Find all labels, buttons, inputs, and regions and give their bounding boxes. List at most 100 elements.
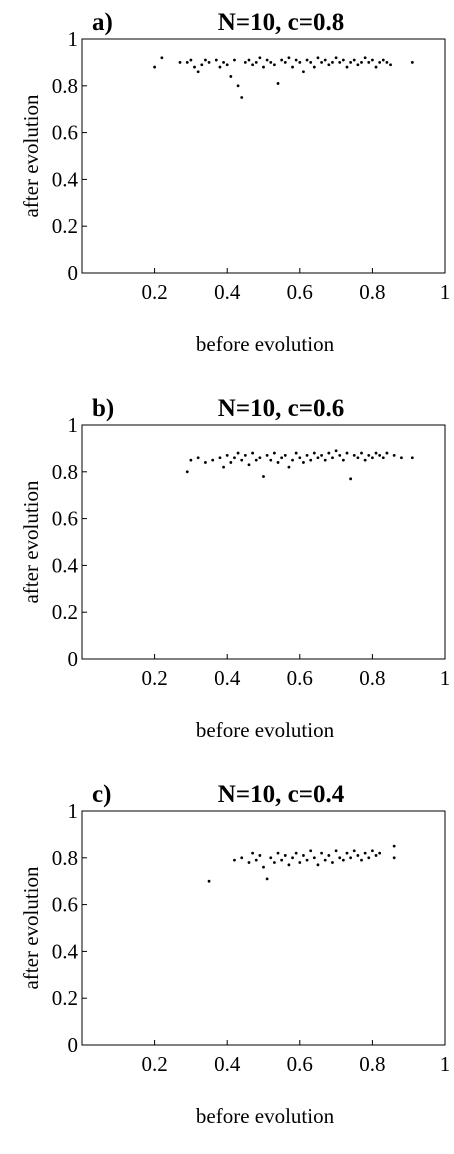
data-point xyxy=(305,58,309,62)
data-point xyxy=(283,854,287,857)
data-point xyxy=(287,863,291,867)
data-point xyxy=(272,451,276,455)
plot-frame xyxy=(81,38,446,274)
data-point xyxy=(294,58,298,62)
data-point xyxy=(254,61,258,64)
data-point xyxy=(345,451,349,455)
data-point xyxy=(233,858,236,862)
data-point xyxy=(262,65,265,69)
data-point xyxy=(392,844,396,848)
data-point xyxy=(385,61,389,64)
data-point xyxy=(334,449,338,453)
data-point xyxy=(269,458,273,462)
data-point xyxy=(222,61,225,64)
data-point xyxy=(349,61,353,64)
data-point xyxy=(320,851,323,855)
y-tick-label: 1 xyxy=(68,413,79,437)
chart-title: N=10, c=0.8 xyxy=(218,9,344,36)
data-point xyxy=(287,56,291,60)
y-tick-label: 0.8 xyxy=(52,846,78,870)
x-tick-label: 0.2 xyxy=(141,280,167,304)
data-point xyxy=(283,454,287,457)
data-point xyxy=(316,56,320,60)
data-point xyxy=(338,856,342,860)
data-point xyxy=(338,454,342,457)
x-tick-label: 0.4 xyxy=(214,666,241,690)
data-point xyxy=(265,454,269,457)
x-tick-label: 0.4 xyxy=(214,280,241,304)
y-tick-label: 0.2 xyxy=(52,600,78,624)
y-axis-label: after evolution xyxy=(19,866,43,990)
data-point xyxy=(254,858,258,862)
data-point xyxy=(360,858,363,862)
data-point xyxy=(378,61,382,64)
data-point xyxy=(410,456,414,460)
data-point xyxy=(258,56,262,60)
data-point xyxy=(276,461,280,464)
data-point xyxy=(283,61,287,64)
data-point xyxy=(345,851,349,855)
data-point xyxy=(352,454,356,457)
data-point xyxy=(316,863,320,867)
data-point xyxy=(207,879,211,883)
data-point xyxy=(352,849,356,853)
data-point xyxy=(298,456,302,460)
chart-panel: a) N=10, c=0.8 0 0.2 0.4 0.6 0.8 1 0.2 0.4 0.6 0.8 1… xyxy=(19,9,450,356)
panel-label: b) xyxy=(92,395,114,422)
data-point xyxy=(280,58,284,62)
x-tick-label: 1 xyxy=(440,1052,451,1076)
data-point xyxy=(269,856,273,860)
data-point xyxy=(240,856,244,860)
data-point xyxy=(323,458,327,462)
data-point xyxy=(400,456,403,460)
data-point xyxy=(323,858,327,862)
data-point xyxy=(233,456,236,460)
x-tick-label: 1 xyxy=(440,666,451,690)
data-point xyxy=(280,858,284,862)
data-point xyxy=(291,65,294,69)
x-tick-label: 0.6 xyxy=(287,666,313,690)
data-point xyxy=(272,861,276,864)
data-point xyxy=(229,461,233,464)
data-point xyxy=(367,454,371,457)
data-point xyxy=(320,454,323,457)
x-axis-label: before evolution xyxy=(196,718,335,742)
x-axis-label: before evolution xyxy=(196,332,335,356)
data-point xyxy=(378,454,382,457)
data-point xyxy=(276,82,280,85)
data-point xyxy=(196,70,200,74)
data-point xyxy=(410,61,414,64)
data-point xyxy=(356,63,360,67)
data-point xyxy=(374,854,378,857)
x-tick-label: 0.6 xyxy=(287,280,313,304)
data-point xyxy=(225,63,229,67)
data-point xyxy=(371,456,374,460)
y-tick-label: 0.2 xyxy=(52,214,78,238)
y-axis-label: after evolution xyxy=(19,94,43,218)
y-tick-label: 0.4 xyxy=(52,553,79,577)
y-tick-label: 0.6 xyxy=(52,507,78,531)
data-point xyxy=(309,61,313,64)
data-point xyxy=(312,856,316,860)
data-point xyxy=(185,470,189,474)
data-point xyxy=(360,61,363,64)
data-point xyxy=(389,63,392,67)
data-point xyxy=(341,458,345,462)
chart-panel: c) N=10, c=0.4 0 0.2 0.4 0.6 0.8 1 0.2 0.4 0.6 0.8 1… xyxy=(19,781,450,1128)
data-point xyxy=(251,63,255,67)
data-point xyxy=(392,454,396,457)
data-point xyxy=(272,63,276,67)
data-point xyxy=(236,84,240,88)
y-tick-label: 1 xyxy=(68,27,79,51)
data-point xyxy=(338,61,342,64)
y-tick-label: 0.6 xyxy=(52,893,78,917)
data-point xyxy=(251,451,255,455)
plot-frame xyxy=(81,424,446,660)
data-point xyxy=(302,461,305,464)
data-point xyxy=(265,877,269,881)
data-point xyxy=(262,475,265,478)
data-point xyxy=(280,456,284,460)
data-point xyxy=(323,58,327,62)
y-axis-label: after evolution xyxy=(19,480,43,604)
